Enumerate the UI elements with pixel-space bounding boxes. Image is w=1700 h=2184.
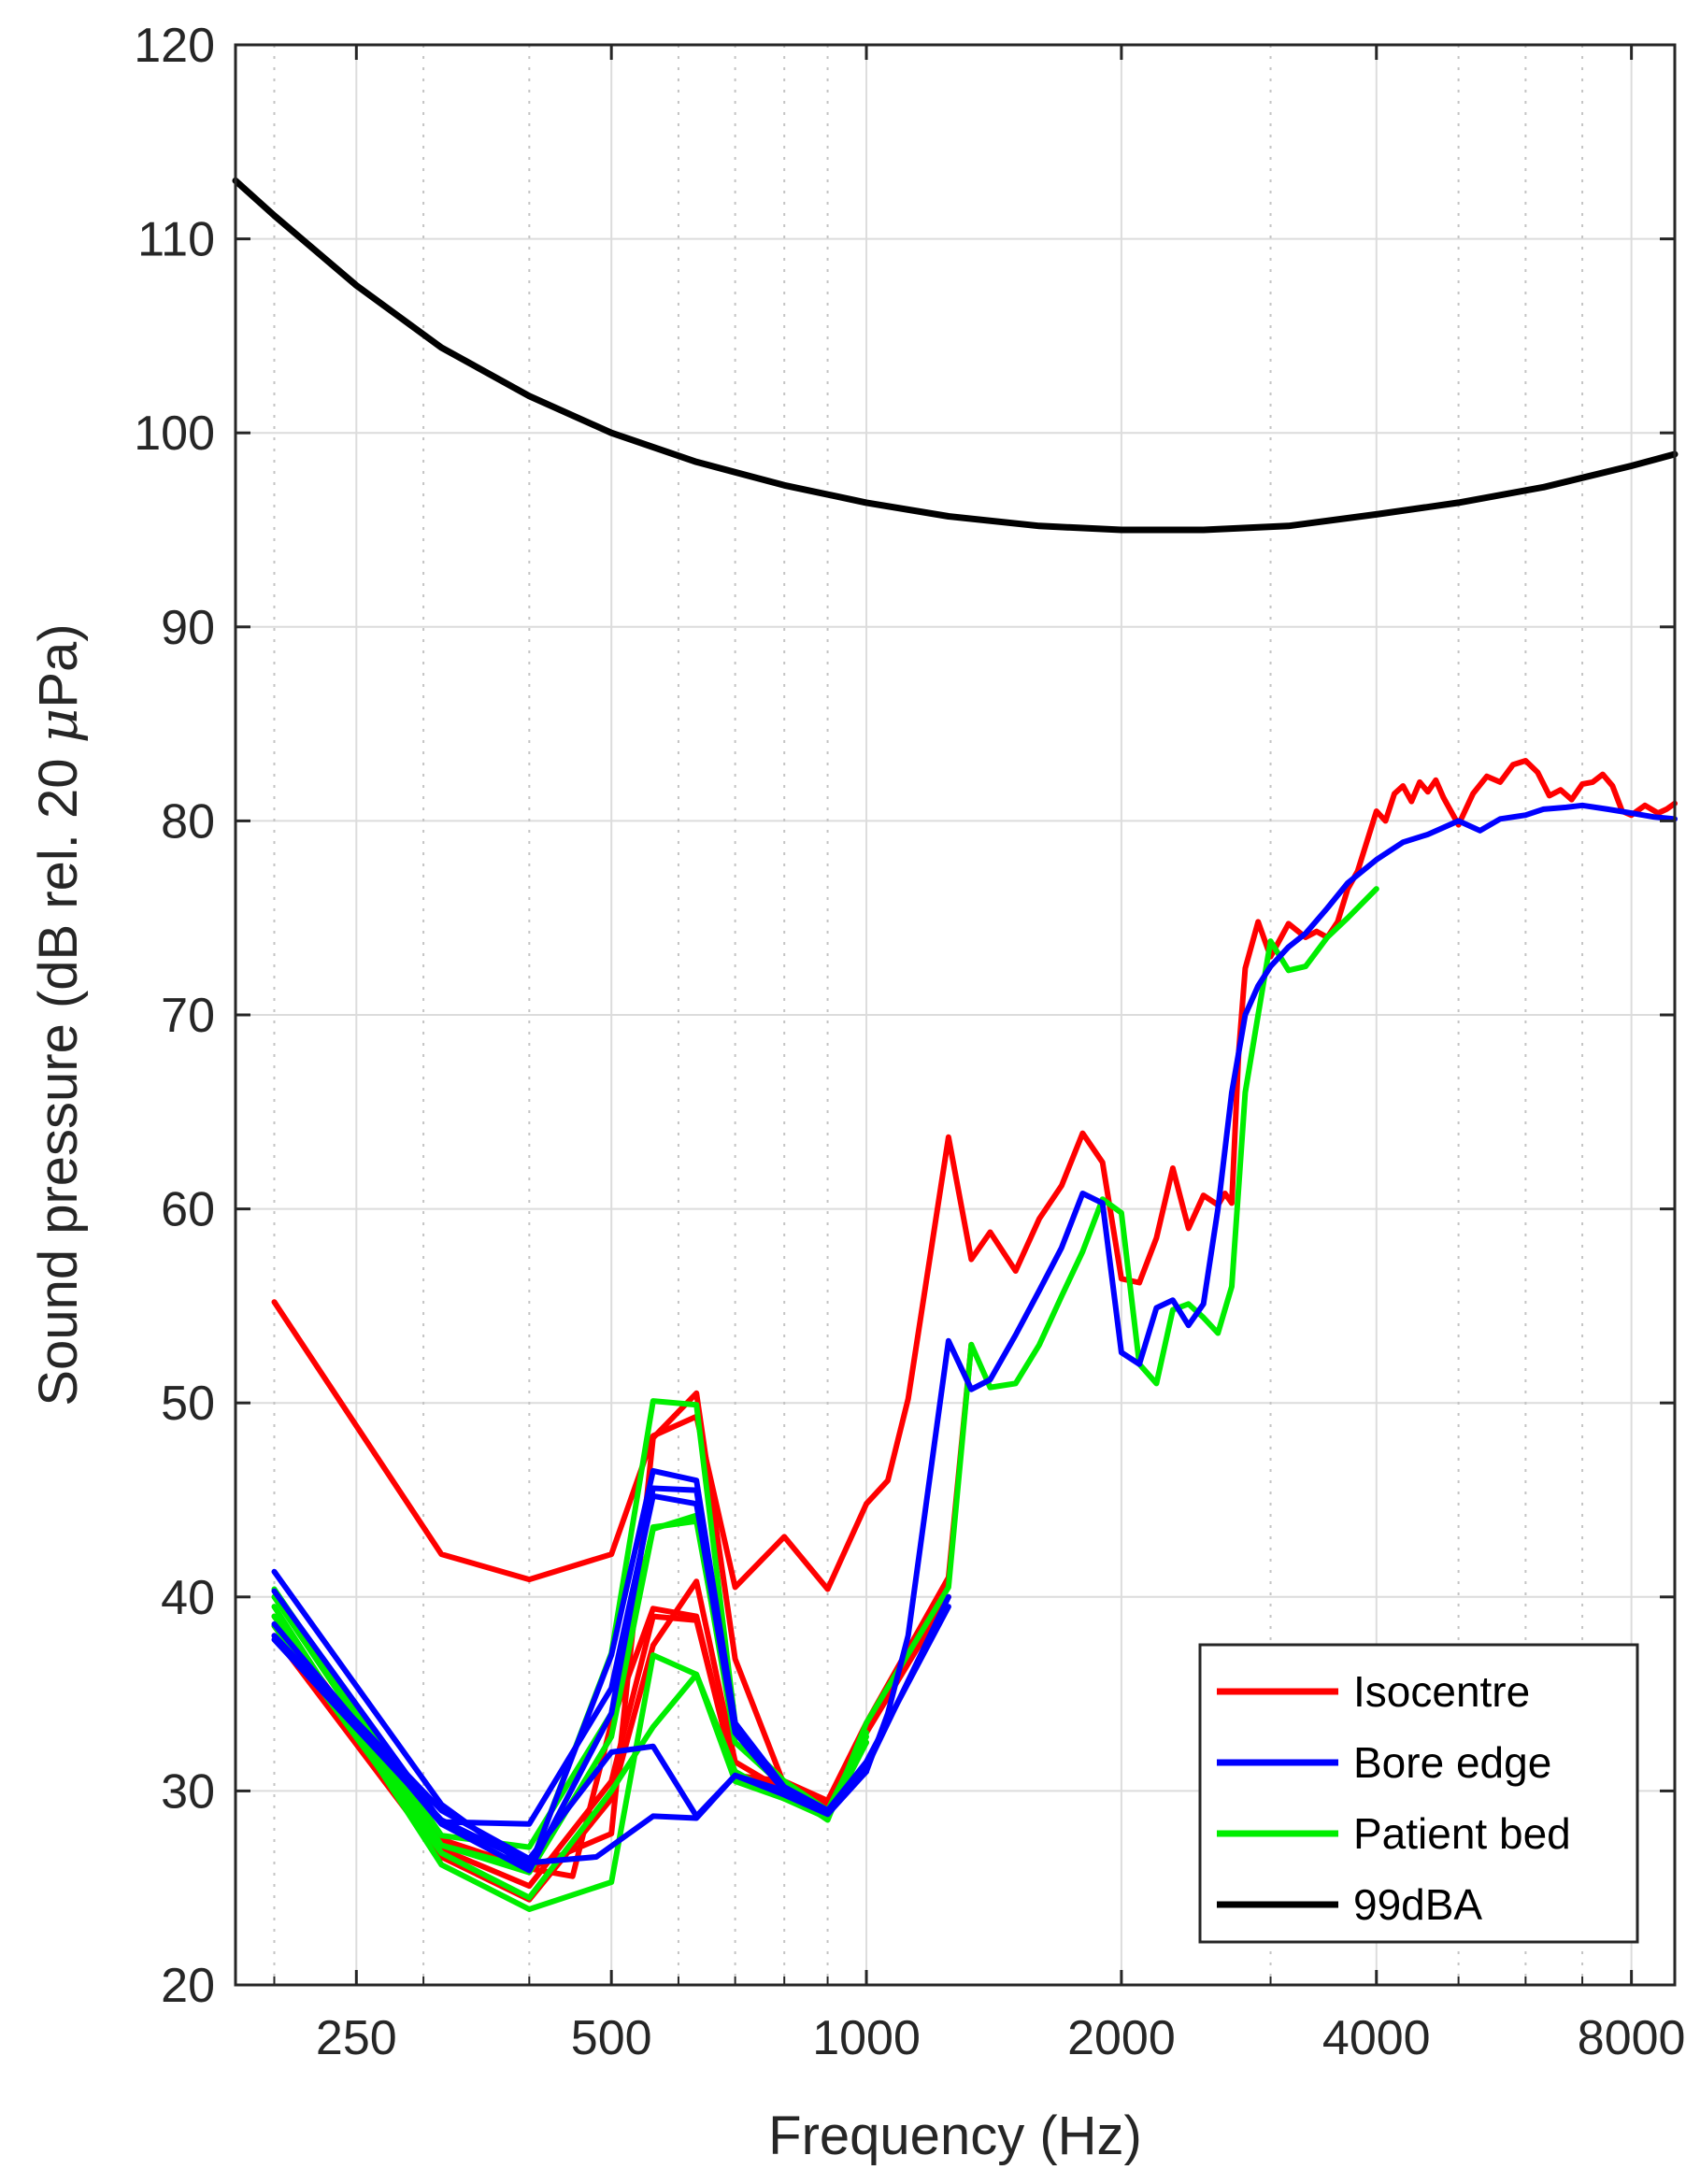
y-tick-label: 20 — [161, 1959, 215, 2013]
y-axis-title-mu: μ — [26, 708, 90, 744]
y-tick-label: 30 — [161, 1764, 215, 1819]
y-tick-label: 100 — [134, 407, 215, 461]
x-axis-title: Frequency (Hz) — [768, 2105, 1142, 2166]
series-isocentre-1 — [271, 758, 1678, 1592]
y-tick-label: 40 — [161, 1571, 215, 1625]
x-tick-label: 8000 — [1578, 2011, 1686, 2065]
y-tick-label: 70 — [161, 989, 215, 1043]
legend-label-patient-bed: Patient bed — [1353, 1809, 1571, 1858]
legend-box — [1198, 1643, 1639, 1944]
y-axis-title-prefix: Sound pressure (dB rel. 20 — [28, 743, 89, 1406]
x-tick-label: 1000 — [812, 2011, 921, 2065]
legend-label-bore-edge: Bore edge — [1353, 1738, 1551, 1787]
x-tick-label: 4000 — [1322, 2011, 1431, 2065]
x-tick-label: 250 — [316, 2011, 397, 2065]
legend: Isocentre Bore edge Patient bed 99dBA — [1198, 1643, 1639, 1944]
series-99dba — [232, 177, 1679, 534]
x-tick-label: 500 — [571, 2011, 652, 2065]
y-tick-label: 60 — [161, 1183, 215, 1237]
y-tick-label: 110 — [137, 213, 215, 267]
series-bore-edge-5 — [271, 1485, 869, 1874]
y-axis-title-suffix: Pa) — [28, 623, 89, 707]
y-tick-label: 50 — [161, 1377, 215, 1431]
y-tick-label: 90 — [161, 601, 215, 655]
legend-label-isocentre: Isocentre — [1353, 1667, 1530, 1716]
series-group — [232, 177, 1679, 1912]
y-tick-label: 120 — [134, 19, 215, 73]
y-tick-label: 80 — [161, 794, 215, 849]
y-axis-title: Sound pressure (dB rel. 20 μPa) — [26, 623, 90, 1406]
x-tick-label: 2000 — [1067, 2011, 1176, 2065]
series-bore-edge-4 — [271, 1636, 869, 1866]
legend-label-99dba: 99dBA — [1353, 1880, 1482, 1929]
tick-group: 20 30 40 50 60 70 80 90 100 110 120 250 500 1000 2000 4… — [134, 19, 1685, 2065]
